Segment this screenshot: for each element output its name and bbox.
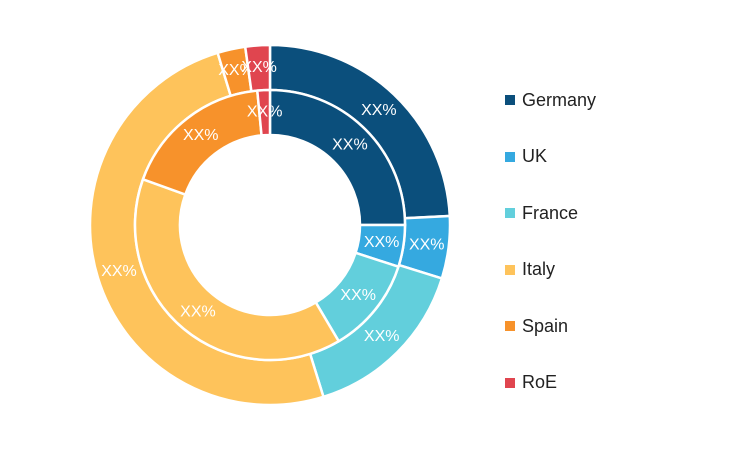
legend-label: UK <box>522 146 548 167</box>
legend-item-italy: Italy <box>505 242 596 299</box>
legend-swatch <box>505 264 515 275</box>
inner-slice-label-france: XX% <box>340 287 376 304</box>
legend-label: RoE <box>522 372 558 393</box>
legend-swatch <box>505 95 515 106</box>
outer-slice-label-uk: XX% <box>409 236 445 253</box>
outer-slice-label-spain: XX% <box>218 62 254 79</box>
legend-label: France <box>522 202 579 223</box>
legend-label: Italy <box>522 259 556 280</box>
legend-swatch <box>505 321 515 332</box>
inner-slice-italy <box>133 177 341 362</box>
legend-label: Germany <box>522 89 597 110</box>
inner-slice-label-germany: XX% <box>332 137 368 154</box>
outer-slice-label-germany: XX% <box>361 102 397 119</box>
legend-item-spain: Spain <box>505 298 596 355</box>
legend-item-germany: Germany <box>505 72 596 129</box>
inner-slice-label-uk: XX% <box>364 234 400 251</box>
legend-swatch <box>505 151 515 162</box>
inner-slice-label-spain: XX% <box>183 127 219 144</box>
legend-swatch <box>505 208 515 219</box>
legend-item-france: France <box>505 185 596 242</box>
legend-item-uk: UK <box>505 129 596 186</box>
legend-label: Spain <box>522 315 569 336</box>
outer-slice-label-france: XX% <box>364 328 400 345</box>
legend-item-roe: RoE <box>505 355 596 412</box>
inner-slice-label-italy: XX% <box>180 304 216 321</box>
outer-slice-label-roe: XX% <box>241 59 277 76</box>
inner-slice-label-roe: XX% <box>247 104 283 121</box>
legend-swatch <box>505 377 515 388</box>
legend: Germany UK France Italy Spain RoE <box>505 72 596 411</box>
inner-slice-roe <box>255 88 272 137</box>
outer-slice-label-italy: XX% <box>101 263 137 280</box>
